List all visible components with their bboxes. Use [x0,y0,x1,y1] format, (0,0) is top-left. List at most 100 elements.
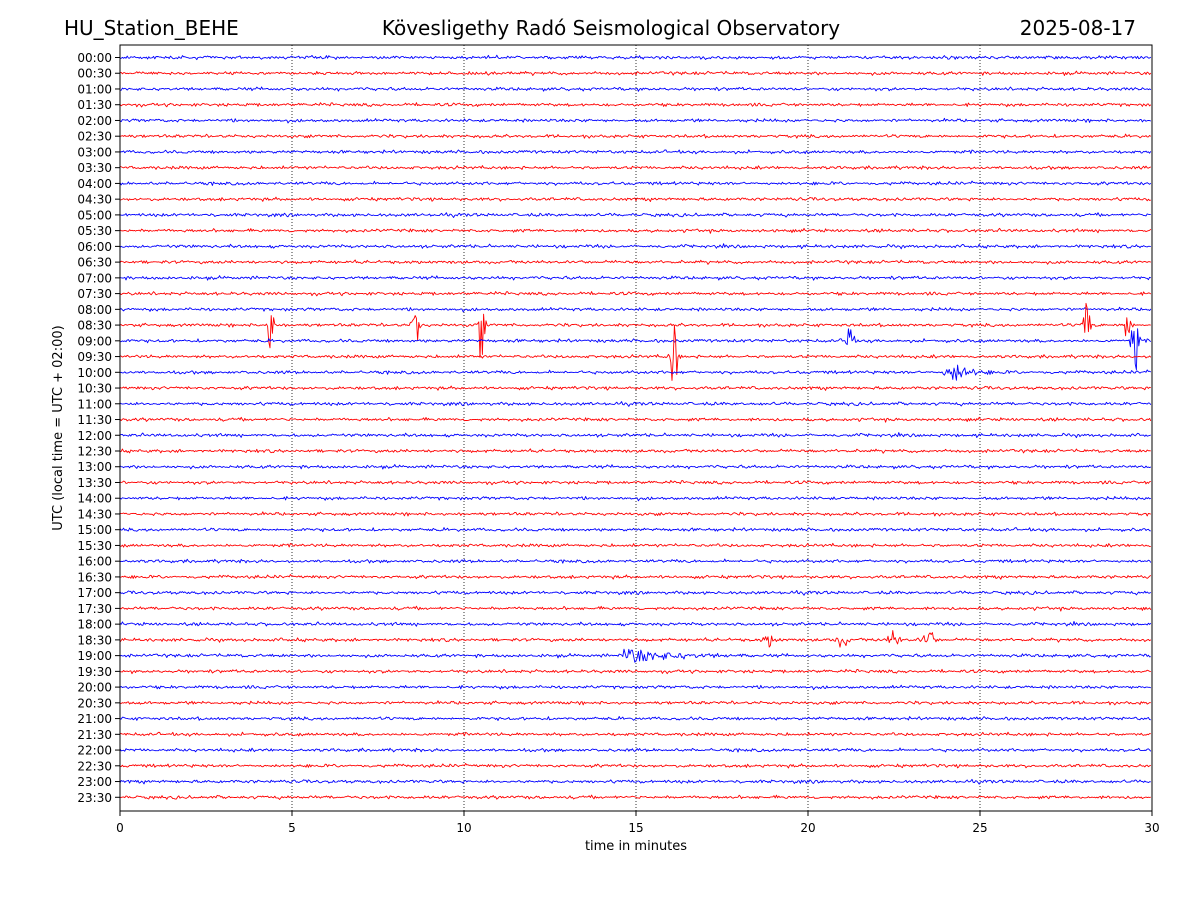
y-tick-label: 11:30 [77,413,112,427]
trace-1930 [119,668,1151,675]
y-tick-label: 05:30 [77,224,112,238]
date-label: 2025-08-17 [1020,16,1136,40]
trace-2000 [119,684,1151,691]
y-tick-label: 09:30 [77,350,112,364]
y-tick-label: 20:30 [77,696,112,710]
trace-1030 [119,385,1151,391]
trace-1500 [119,527,1151,533]
y-tick-label: 07:30 [77,287,112,301]
y-tick-label: 02:00 [77,114,112,128]
y-tick-label: 06:00 [77,240,112,254]
y-tick-label: 11:00 [77,397,112,411]
trace-1230 [119,448,1151,454]
y-tick-label: 20:00 [77,681,112,695]
trace-2200 [119,747,1152,753]
y-tick-label: 00:00 [77,51,112,65]
trace-1130 [119,416,1152,423]
y-tick-label: 23:00 [77,775,112,789]
seismic-traces [119,54,1152,800]
y-tick-label: 15:30 [77,539,112,553]
y-tick-label: 08:30 [77,319,112,333]
y-tick-label: 01:00 [77,82,112,96]
y-tick-label: 06:30 [77,256,112,270]
y-tick-label: 01:30 [77,98,112,112]
trace-0300 [119,149,1152,155]
trace-1200 [119,432,1151,439]
y-tick-label: 23:30 [77,791,112,805]
trace-0500 [119,212,1151,218]
trace-1400 [119,495,1152,502]
trace-0000 [119,54,1152,61]
trace-0530 [119,227,1152,234]
x-tick-label: 30 [1144,821,1159,835]
grid-lines [291,45,981,811]
trace-2230 [119,762,1151,769]
trace-1700 [119,590,1152,596]
trace-1730 [119,605,1152,612]
y-tick-label: 04:00 [77,177,112,191]
y-tick-label: 03:00 [77,145,112,159]
trace-0930 [119,325,1152,381]
trace-2300 [119,778,1151,785]
trace-0400 [119,180,1152,186]
y-tick-label: 15:00 [77,523,112,537]
y-tick-label: 03:30 [77,161,112,175]
x-tick-label: 25 [972,821,987,835]
y-tick-label: 10:00 [77,366,112,380]
trace-1300 [119,464,1152,470]
trace-1830 [119,630,1152,648]
y-tick-label: 22:30 [77,759,112,773]
trace-0800 [119,306,1152,313]
trace-2030 [119,700,1151,706]
trace-1600 [119,558,1152,564]
y-tick-label: 12:30 [77,445,112,459]
trace-0700 [119,275,1151,281]
trace-0730 [119,291,1152,297]
trace-0600 [119,243,1151,250]
y-tick-label: 16:30 [77,570,112,584]
trace-0830 [119,302,1151,358]
trace-1900 [119,648,1151,663]
y-tick-label: 04:30 [77,193,112,207]
y-tick-label: 18:00 [77,618,112,632]
trace-0130 [119,102,1152,108]
y-tick-label: 22:00 [77,744,112,758]
trace-0330 [119,165,1151,171]
trace-1530 [119,542,1151,548]
y-tick-label: 09:00 [77,334,112,348]
x-axis: 0 5 10 15 20 25 30 [116,811,1160,835]
y-tick-label: 13:30 [77,476,112,490]
y-tick-label: 14:30 [77,507,112,521]
trace-0100 [119,86,1152,92]
y-tick-label: 14:00 [77,492,112,506]
trace-0230 [119,133,1152,139]
trace-2100 [119,715,1151,722]
x-tick-label: 10 [456,821,471,835]
y-tick-label: 00:30 [77,67,112,81]
trace-2130 [119,731,1151,737]
trace-1100 [119,401,1152,407]
y-tick-label: 05:00 [77,208,112,222]
y-tick-label: 13:00 [77,460,112,474]
y-tick-label: 10:30 [77,382,112,396]
trace-1000 [119,364,1152,381]
y-tick-label: 16:00 [77,555,112,569]
x-axis-label: time in minutes [585,839,687,854]
trace-0030 [119,70,1152,76]
y-tick-label: 08:00 [77,303,112,317]
y-tick-label: 19:30 [77,665,112,679]
trace-2330 [119,794,1151,800]
trace-0900 [119,328,1152,371]
y-tick-label: 18:30 [77,633,112,647]
station-name: HU_Station_BEHE [64,16,239,40]
trace-1330 [119,479,1151,486]
observatory-title: Kövesligethy Radó Seismological Observat… [382,16,840,40]
x-tick-label: 15 [628,821,643,835]
y-tick-label: 02:30 [77,130,112,144]
y-tick-label: 21:30 [77,728,112,742]
y-tick-label: 12:00 [77,429,112,443]
x-tick-label: 20 [800,821,815,835]
